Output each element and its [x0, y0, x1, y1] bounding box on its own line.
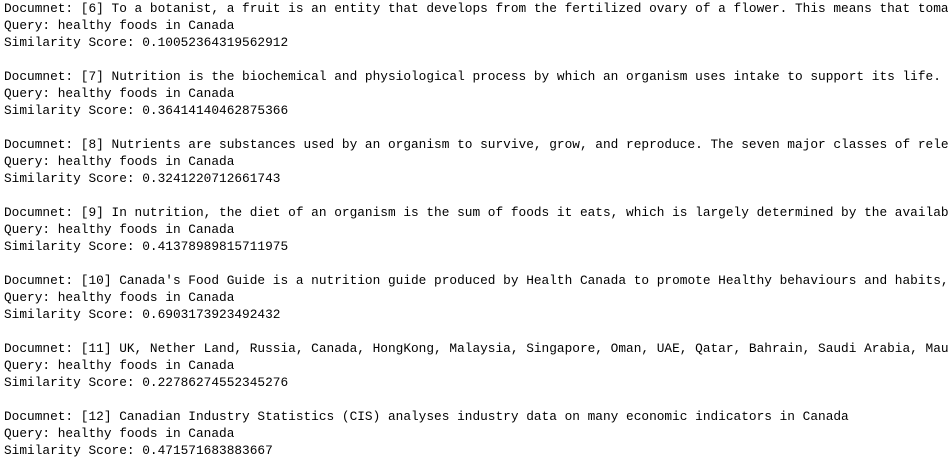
score-line: Similarity Score: 0.36414140462875366 — [4, 103, 289, 118]
result-block: Documnet: [6] To a botanist, a fruit is … — [0, 0, 948, 51]
query-line: Query: healthy foods in Canada — [4, 222, 235, 237]
score-line: Similarity Score: 0.22786274552345276 — [4, 375, 289, 390]
query-line: Query: healthy foods in Canada — [4, 426, 235, 441]
result-block: Documnet: [11] UK, Nether Land, Russia, … — [0, 340, 948, 391]
score-line: Similarity Score: 0.471571683883667 — [4, 443, 273, 458]
query-line: Query: healthy foods in Canada — [4, 358, 235, 373]
result-block: Documnet: [10] Canada's Food Guide is a … — [0, 272, 948, 323]
result-block: Documnet: [8] Nutrients are substances u… — [0, 136, 948, 187]
query-line: Query: healthy foods in Canada — [4, 290, 235, 305]
query-line: Query: healthy foods in Canada — [4, 86, 235, 101]
document-line: Documnet: [9] In nutrition, the diet of … — [4, 205, 948, 220]
result-block: Documnet: [7] Nutrition is the biochemic… — [0, 68, 948, 119]
query-line: Query: healthy foods in Canada — [4, 154, 235, 169]
score-line: Similarity Score: 0.3241220712661743 — [4, 171, 281, 186]
document-line: Documnet: [11] UK, Nether Land, Russia, … — [4, 341, 948, 356]
result-block: Documnet: [9] In nutrition, the diet of … — [0, 204, 948, 255]
score-line: Similarity Score: 0.41378989815711975 — [4, 239, 289, 254]
result-block: Documnet: [12] Canadian Industry Statist… — [0, 408, 948, 459]
document-line: Documnet: [8] Nutrients are substances u… — [4, 137, 948, 152]
score-line: Similarity Score: 0.6903173923492432 — [4, 307, 281, 322]
document-line: Documnet: [7] Nutrition is the biochemic… — [4, 69, 941, 84]
query-line: Query: healthy foods in Canada — [4, 18, 235, 33]
document-line: Documnet: [10] Canada's Food Guide is a … — [4, 273, 948, 288]
document-line: Documnet: [6] To a botanist, a fruit is … — [4, 1, 948, 16]
score-line: Similarity Score: 0.10052364319562912 — [4, 35, 289, 50]
document-line: Documnet: [12] Canadian Industry Statist… — [4, 409, 849, 424]
